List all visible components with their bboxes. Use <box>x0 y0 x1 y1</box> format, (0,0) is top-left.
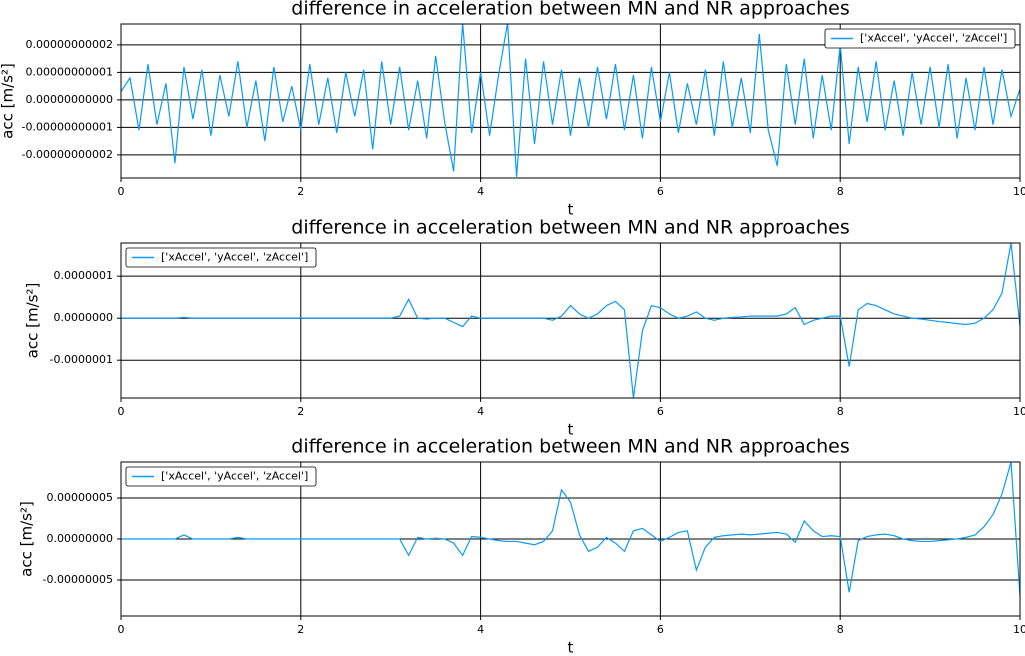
subplot: difference in acceleration between MN an… <box>18 436 1025 656</box>
x-tick-label: 6 <box>657 405 664 418</box>
data-line <box>121 462 1020 597</box>
y-tick-label: 0.0000000 <box>54 311 114 324</box>
x-tick-label: 4 <box>477 405 484 418</box>
legend-label: ['xAccel', 'yAccel', 'zAccel'] <box>860 32 1007 45</box>
legend: ['xAccel', 'yAccel', 'zAccel'] <box>824 28 1016 49</box>
x-tick-label: 10 <box>1013 405 1025 418</box>
x-tick-label: 8 <box>837 623 844 636</box>
y-tick-label: 0.00000005 <box>47 491 113 504</box>
plot-frame <box>120 23 1021 179</box>
legend-box <box>125 247 317 268</box>
x-tick-label: 6 <box>657 623 664 636</box>
y-tick-label: -0.00000000001 <box>22 120 113 133</box>
x-tick-label: 2 <box>297 405 304 418</box>
x-tick-label: 4 <box>477 623 484 636</box>
subplot: difference in acceleration between MN an… <box>24 217 1025 439</box>
chart-title: difference in acceleration between MN an… <box>291 0 849 20</box>
legend-label: ['xAccel', 'yAccel', 'zAccel'] <box>161 470 308 483</box>
y-tick-label: -0.00000005 <box>43 573 113 586</box>
y-axis-label: acc [m/s²] <box>18 501 36 577</box>
x-axis-label: t <box>568 421 574 439</box>
legend-box <box>125 466 317 487</box>
data-line <box>121 243 1020 398</box>
plot-frame <box>120 242 1021 399</box>
x-tick-label: 0 <box>118 185 125 198</box>
x-tick-label: 6 <box>657 185 664 198</box>
legend: ['xAccel', 'yAccel', 'zAccel'] <box>125 247 317 268</box>
y-tick-label: -0.0000001 <box>50 353 113 366</box>
legend-box <box>824 28 1016 49</box>
legend-label: ['xAccel', 'yAccel', 'zAccel'] <box>161 251 308 264</box>
chart-title: difference in acceleration between MN an… <box>291 217 849 239</box>
x-tick-label: 2 <box>297 185 304 198</box>
y-tick-label: 0.00000000000 <box>26 93 113 106</box>
x-tick-label: 10 <box>1013 185 1025 198</box>
subplot: difference in acceleration between MN an… <box>0 0 1025 219</box>
y-axis-label: acc [m/s²] <box>24 283 42 359</box>
chart-title: difference in acceleration between MN an… <box>291 436 849 458</box>
y-tick-label: 0.00000000001 <box>26 65 113 78</box>
x-tick-label: 10 <box>1013 623 1025 636</box>
y-tick-label: 0.0000001 <box>54 269 114 282</box>
x-tick-label: 0 <box>118 623 125 636</box>
x-axis-label: t <box>568 201 574 219</box>
y-tick-label: 0.00000000 <box>47 532 113 545</box>
y-tick-label: 0.00000000002 <box>26 38 113 51</box>
legend: ['xAccel', 'yAccel', 'zAccel'] <box>125 466 317 487</box>
x-tick-label: 8 <box>837 405 844 418</box>
plot-frame <box>120 461 1021 617</box>
x-axis-label: t <box>568 639 574 656</box>
x-tick-label: 8 <box>837 185 844 198</box>
x-tick-label: 0 <box>118 405 125 418</box>
y-tick-label: -0.00000000002 <box>22 148 113 161</box>
x-tick-label: 4 <box>477 185 484 198</box>
data-line <box>121 24 1020 177</box>
y-axis-label: acc [m/s²] <box>0 63 17 139</box>
x-tick-label: 2 <box>297 623 304 636</box>
